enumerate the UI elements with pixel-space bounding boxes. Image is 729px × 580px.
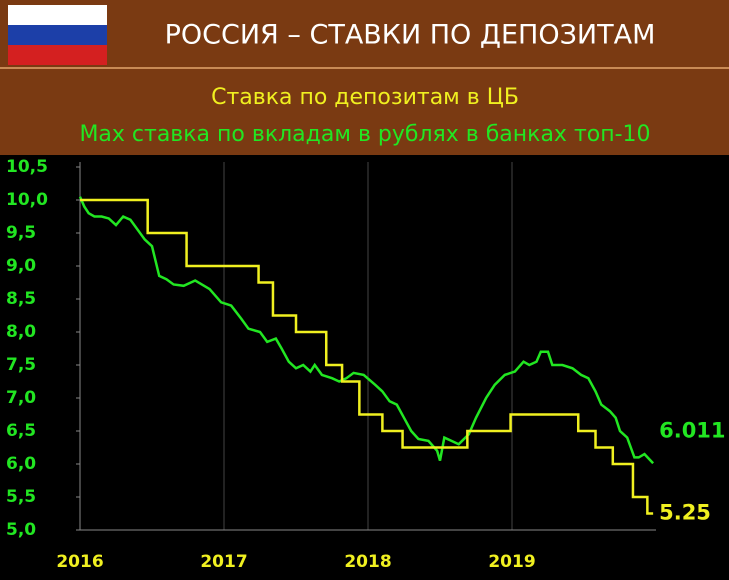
flag-red (8, 45, 107, 65)
flag-white (8, 5, 107, 25)
y-tick-label: 5,5 (6, 487, 36, 507)
y-tick-label: 8,0 (6, 322, 36, 342)
end-label: 5.25 (659, 501, 711, 525)
series-line (80, 198, 654, 515)
y-tick-label: 10,5 (6, 157, 48, 177)
y-tick-label: 6,0 (6, 454, 36, 474)
plot-background (0, 155, 729, 580)
series-line (78, 196, 655, 465)
x-tick-label: 2017 (200, 552, 247, 572)
flag-blue (8, 25, 107, 45)
legend-entry: Ставка по депозитам в ЦБ (211, 85, 519, 110)
y-tick-label: 10,0 (6, 190, 48, 210)
y-tick-label: 7,5 (6, 355, 36, 375)
y-tick-label: 7,0 (6, 388, 36, 408)
y-tick-label: 8,5 (6, 289, 36, 309)
x-tick-label: 2018 (344, 552, 391, 572)
y-tick-label: 9,5 (6, 223, 36, 243)
x-tick-label: 2019 (488, 552, 535, 572)
y-tick-label: 9,0 (6, 256, 36, 276)
end-label: 6.011 (659, 418, 725, 442)
chart-title: РОССИЯ – СТАВКИ ПО ДЕПОЗИТАМ (165, 20, 656, 51)
x-tick-label: 2016 (56, 552, 103, 572)
y-tick-label: 6,5 (6, 421, 36, 441)
legend-entry: Max ставка по вкладам в рублях в банках … (79, 122, 650, 147)
y-tick-label: 5,0 (6, 520, 36, 540)
